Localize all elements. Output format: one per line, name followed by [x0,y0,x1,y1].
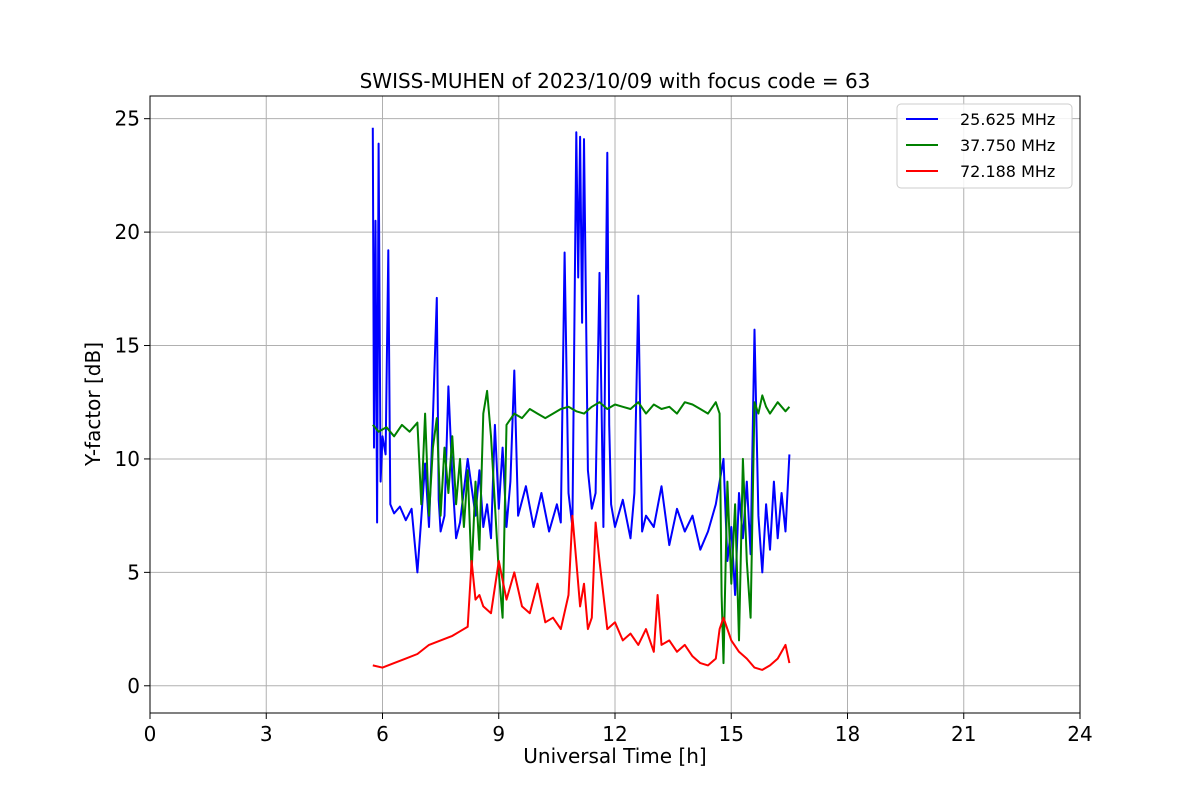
x-axis-label: Universal Time [h] [523,744,706,768]
series-line-3 [372,514,791,671]
x-tick-label: 9 [492,722,505,746]
series-line-1 [371,127,791,596]
x-tick-label: 6 [376,722,389,746]
legend-entry: 37.750 MHz [906,136,1055,155]
y-axis-label: Y-factor [dB] [81,342,105,467]
x-tick-label: 18 [835,722,860,746]
y-tick-label: 10 [115,447,140,471]
series-lines [371,127,791,671]
legend-label: 37.750 MHz [960,136,1055,155]
y-tick-label: 5 [127,560,140,584]
chart-title: SWISS-MUHEN of 2023/10/09 with focus cod… [360,69,871,93]
y-axis-ticks: 0 5 10 15 20 25 [115,107,150,698]
series-line-2 [372,389,791,665]
y-tick-label: 0 [127,674,140,698]
x-tick-label: 15 [719,722,744,746]
y-tick-label: 20 [115,220,140,244]
legend-entry: 25.625 MHz [906,110,1055,129]
x-tick-label: 21 [951,722,976,746]
x-tick-label: 12 [602,722,627,746]
x-tick-label: 0 [144,722,157,746]
legend-box [896,103,1073,189]
legend-label: 72.188 MHz [960,162,1055,181]
y-tick-label: 25 [115,107,140,131]
x-tick-label: 24 [1067,722,1092,746]
y-tick-label: 15 [115,334,140,358]
legend: 25.625 MHz 37.750 MHz 72.188 MHz [896,103,1073,189]
x-tick-label: 3 [260,722,273,746]
x-axis-ticks: 0 3 6 9 12 15 18 21 24 [144,713,1093,746]
legend-label: 25.625 MHz [960,110,1055,129]
legend-entry: 72.188 MHz [906,162,1055,181]
